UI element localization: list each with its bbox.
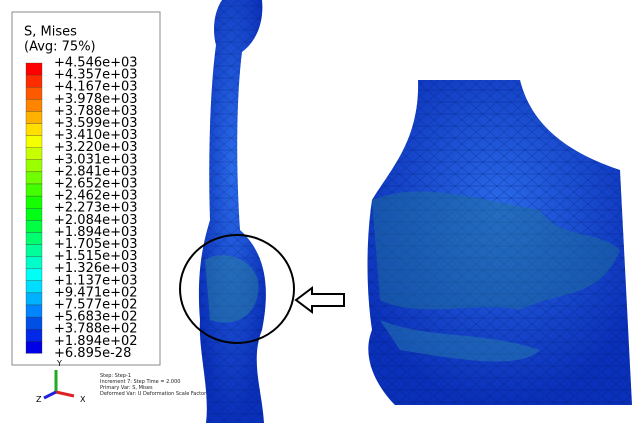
screenshot: S, Mises (Avg: 75%) +4.546e+03+4.357e+03… xyxy=(0,0,639,423)
legend-color-band xyxy=(26,208,42,220)
legend-color-band xyxy=(26,172,42,184)
legend-color-band xyxy=(26,75,42,87)
legend-color-band xyxy=(26,124,42,136)
legend-color-band xyxy=(26,160,42,172)
legend-color-band xyxy=(26,99,42,111)
legend-color-band xyxy=(26,220,42,232)
legend-color-band xyxy=(26,245,42,257)
legend-color-band xyxy=(26,196,42,208)
legend-color-band xyxy=(26,87,42,99)
legend-subtitle: (Avg: 75%) xyxy=(24,40,96,55)
triad-y: Y xyxy=(56,359,62,368)
legend-color-band xyxy=(26,281,42,293)
axis-triad: Y Z X xyxy=(36,359,86,404)
legend-label: +6.895e-28 xyxy=(54,346,131,361)
legend-color-band xyxy=(26,184,42,196)
zoom-view xyxy=(368,80,633,405)
legend-color-band xyxy=(26,317,42,329)
legend-title: S, Mises xyxy=(24,25,77,40)
legend-color-band xyxy=(26,111,42,123)
legend-color-band xyxy=(26,305,42,317)
legend-color-band xyxy=(26,293,42,305)
legend-color-band xyxy=(26,341,42,353)
legend-color-band xyxy=(26,232,42,244)
legend-color-band xyxy=(26,63,42,75)
triad-x: X xyxy=(80,395,86,404)
legend-color-band xyxy=(26,329,42,341)
status-line: Deformed Var: U Deformation Scale Factor xyxy=(100,391,207,397)
legend-color-band xyxy=(26,269,42,281)
legend-color-band xyxy=(26,136,42,148)
bone-model xyxy=(180,0,344,423)
legend-color-band xyxy=(26,148,42,160)
legend-color-band xyxy=(26,257,42,269)
triad-z: Z xyxy=(36,395,42,404)
